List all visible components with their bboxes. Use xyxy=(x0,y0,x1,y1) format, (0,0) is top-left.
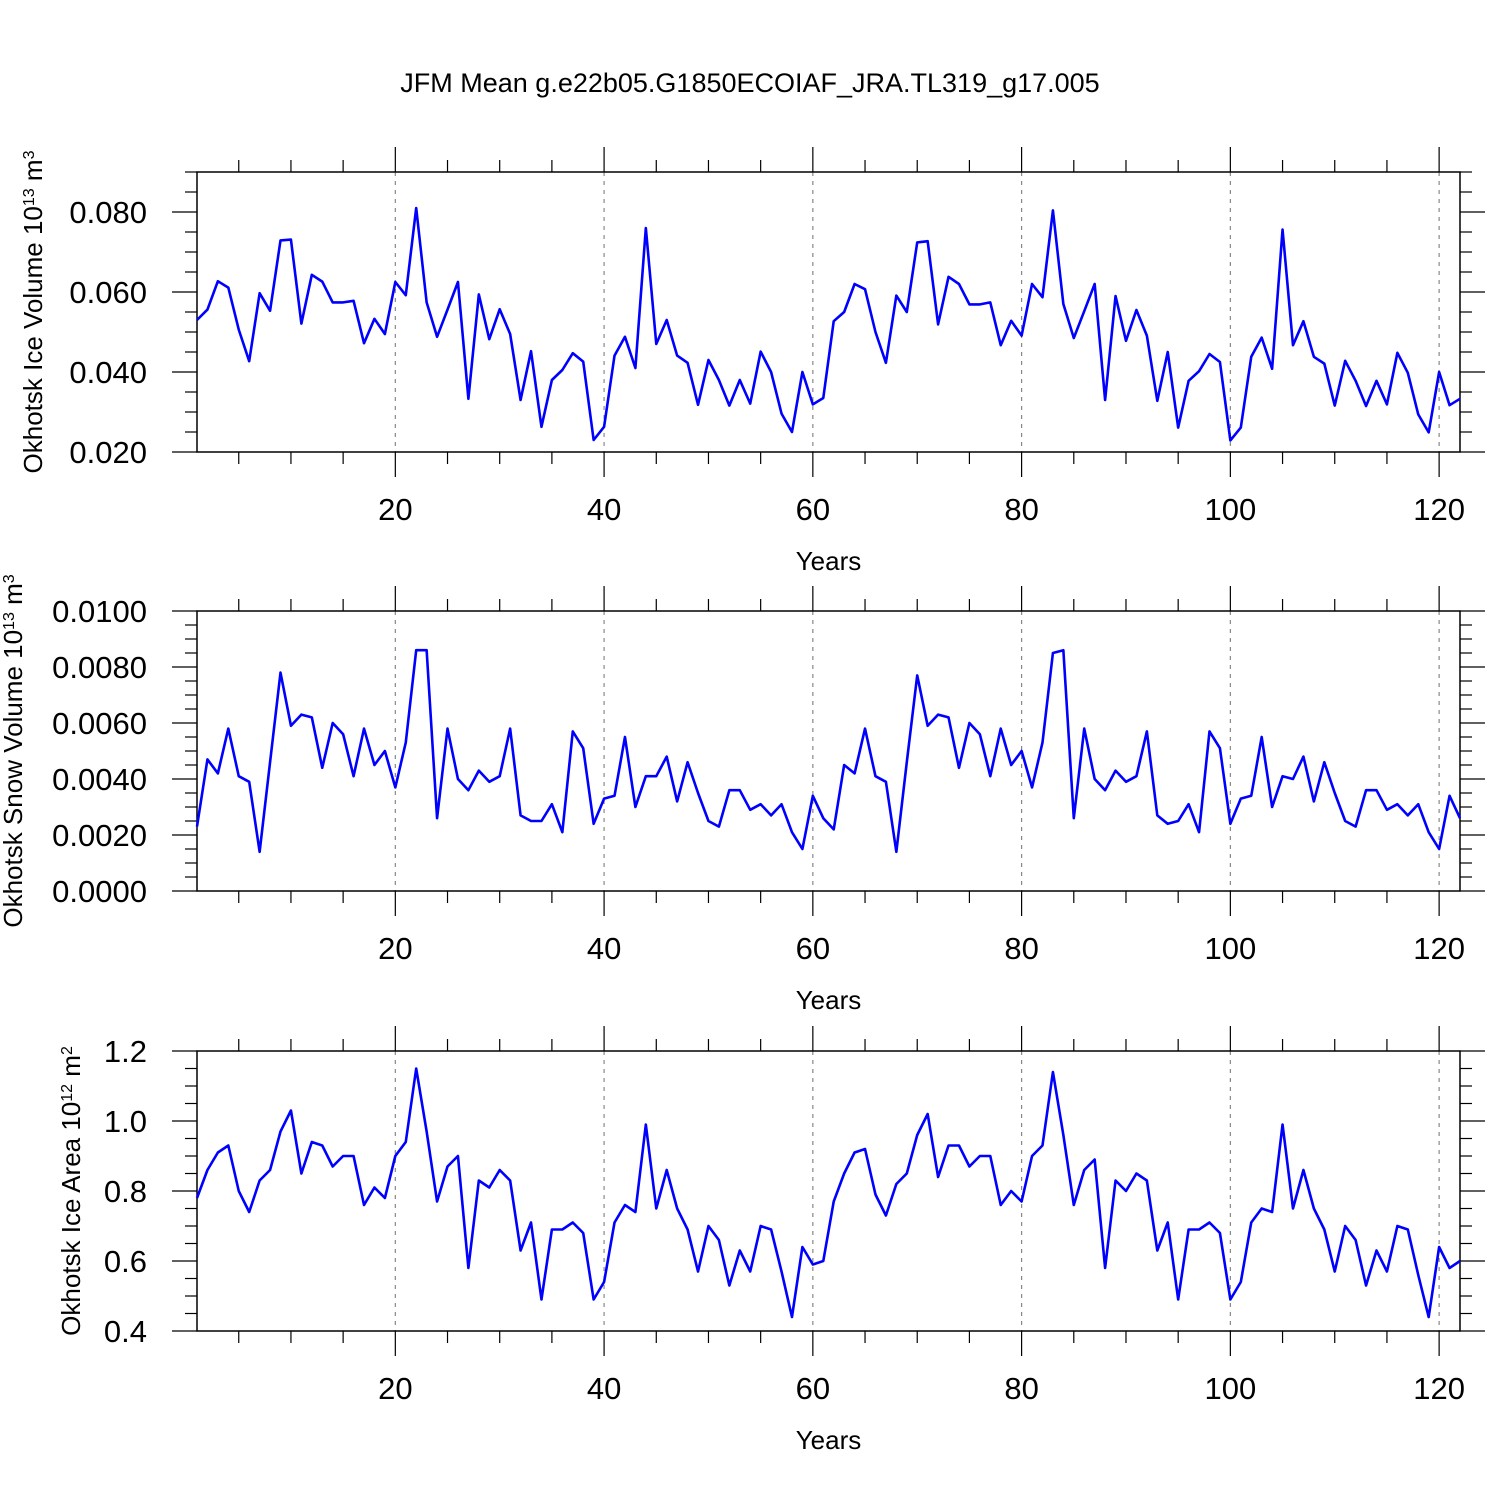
y-tick-label: 1.0 xyxy=(104,1104,147,1139)
x-axis-title: Years xyxy=(796,546,862,576)
x-tick-label: 80 xyxy=(1004,492,1038,527)
plot-frame xyxy=(196,171,1461,453)
y-tick-label: 0.8 xyxy=(104,1174,147,1209)
y-tick-label: 0.0000 xyxy=(52,874,147,909)
x-tick-label: 120 xyxy=(1413,931,1465,966)
y-tick-label: 0.060 xyxy=(69,275,147,310)
y-axis-title-superscript: 12 xyxy=(59,1084,76,1102)
figure-title: JFM Mean g.e22b05.G1850ECOIAF_JRA.TL319_… xyxy=(400,68,1100,98)
y-axis-title-part: Okhotsk Ice Area 10 xyxy=(56,1102,86,1336)
data-series-line xyxy=(196,206,1461,442)
plot-frame xyxy=(196,610,1461,892)
x-tick-label: 60 xyxy=(796,492,830,527)
x-tick-label: 40 xyxy=(587,931,621,966)
data-series-line xyxy=(195,1067,1461,1319)
y-tick-label: 0.040 xyxy=(69,355,147,390)
x-tick-label: 80 xyxy=(1004,931,1038,966)
y-axis-title-superscript: 13 xyxy=(1,612,18,630)
chart-panel-3: 0.4 0.6 0.8 1.0 1.2 20 40 60 80 100 120 Years Okhots… xyxy=(56,1026,1485,1455)
x-tick-label: 100 xyxy=(1204,931,1256,966)
x-tick-label: 60 xyxy=(796,1371,830,1406)
x-axis-title: Years xyxy=(796,1425,862,1455)
y-tick-label: 0.0020 xyxy=(52,818,147,853)
y-axis-title-superscript: 3 xyxy=(1,574,18,583)
x-tick-label: 60 xyxy=(796,931,830,966)
y-axis-title-part: m xyxy=(56,1055,86,1084)
y-tick-label: 0.080 xyxy=(69,195,147,230)
chart-panel-2: 0.0000 0.0020 0.0040 0.0060 0.0080 0.0100 20 40… xyxy=(0,574,1485,1015)
plot-frame xyxy=(196,1050,1461,1332)
chart-panel-1: 0.020 0.040 0.060 0.080 20 40 60 80 100 120 Years O… xyxy=(18,147,1485,576)
y-tick-label: 0.0080 xyxy=(52,650,147,685)
x-tick-label: 120 xyxy=(1413,1371,1465,1406)
x-tick-label: 20 xyxy=(378,931,412,966)
data-series-line xyxy=(195,648,1462,854)
x-tick-label: 100 xyxy=(1204,1371,1256,1406)
x-tick-label: 20 xyxy=(378,1371,412,1406)
x-axis-title: Years xyxy=(796,985,862,1015)
y-tick-label: 1.2 xyxy=(104,1034,147,1069)
y-axis-title-part: m xyxy=(0,583,28,612)
y-tick-label: 0.6 xyxy=(104,1244,147,1279)
x-tick-label: 40 xyxy=(587,1371,621,1406)
x-tick-label: 20 xyxy=(378,492,412,527)
y-axis-title-superscript: 3 xyxy=(21,150,38,159)
y-axis-title-superscript: 13 xyxy=(21,188,38,206)
x-tick-label: 80 xyxy=(1004,1371,1038,1406)
x-tick-label: 40 xyxy=(587,492,621,527)
y-axis-title-part: Okhotsk Snow Volume 10 xyxy=(0,630,28,928)
y-tick-label: 0.0100 xyxy=(52,594,147,629)
y-axis-title-part: m xyxy=(18,159,48,188)
y-tick-label: 0.0060 xyxy=(52,706,147,741)
y-tick-label: 0.4 xyxy=(104,1314,147,1349)
y-axis-title-part: Okhotsk Ice Volume 10 xyxy=(18,206,48,473)
y-axis-title: Okhotsk Ice Area 1012 m2 xyxy=(56,1046,86,1336)
x-tick-label: 100 xyxy=(1204,492,1256,527)
x-tick-label: 120 xyxy=(1413,492,1465,527)
y-axis-title: Okhotsk Ice Volume 1013 m3 xyxy=(18,150,48,473)
y-axis-title-superscript: 2 xyxy=(59,1046,76,1055)
y-axis-title: Okhotsk Snow Volume 1013 m3 xyxy=(0,574,28,927)
y-tick-label: 0.0040 xyxy=(52,762,147,797)
y-tick-label: 0.020 xyxy=(69,435,147,470)
